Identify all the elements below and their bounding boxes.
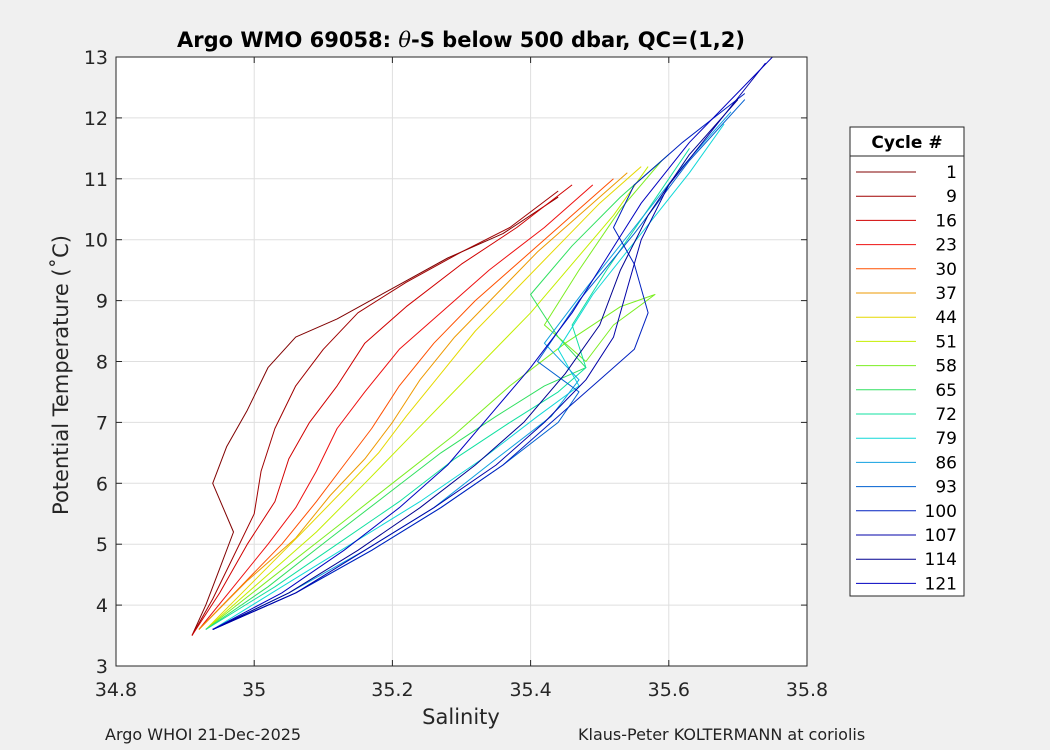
x-tick-label: 35.6 bbox=[648, 679, 690, 701]
legend-label-37: 37 bbox=[935, 284, 957, 304]
x-tick-label: 35.8 bbox=[786, 679, 828, 701]
legend-label-58: 58 bbox=[935, 357, 957, 377]
y-tick-label: 5 bbox=[96, 534, 108, 556]
x-tick-label: 35.2 bbox=[371, 679, 413, 701]
legend-label-79: 79 bbox=[935, 429, 957, 449]
series-line-51 bbox=[205, 166, 649, 630]
y-tick-label: 10 bbox=[84, 230, 108, 252]
series-line-72 bbox=[205, 148, 690, 630]
series-line-44 bbox=[205, 166, 642, 630]
series-line-86 bbox=[212, 111, 732, 630]
legend-label-121: 121 bbox=[925, 574, 957, 594]
ticks: 34.8 35 35.2 35.4 35.6 35.8 3 4 5 6 7 8 9 10 11 12 13 bbox=[84, 47, 828, 701]
y-tick-label: 8 bbox=[96, 352, 108, 374]
series-line-65 bbox=[205, 154, 670, 630]
legend-label-16: 16 bbox=[935, 211, 957, 231]
series-line-23 bbox=[198, 184, 594, 630]
series-line-16 bbox=[191, 184, 573, 636]
legend-label-72: 72 bbox=[935, 405, 957, 425]
y-tick-label: 6 bbox=[96, 473, 108, 495]
series-line-114 bbox=[212, 99, 739, 630]
y-tick-label: 7 bbox=[96, 412, 108, 434]
x-tick-label: 35.4 bbox=[509, 679, 551, 701]
series-line-9 bbox=[191, 190, 559, 636]
series-line-30 bbox=[198, 178, 614, 630]
x-tick-label: 35 bbox=[242, 679, 266, 701]
legend-label-93: 93 bbox=[935, 478, 957, 498]
legend-label-9: 9 bbox=[946, 187, 957, 207]
legend-title: Cycle # bbox=[871, 133, 942, 153]
series-line-1 bbox=[191, 196, 559, 636]
legend-label-100: 100 bbox=[925, 502, 957, 522]
theta-symbol: θ bbox=[398, 28, 411, 52]
legend-label-114: 114 bbox=[925, 550, 957, 570]
y-tick-label: 4 bbox=[96, 595, 108, 617]
legend-label-51: 51 bbox=[935, 332, 957, 352]
series-line-58 bbox=[205, 160, 663, 630]
legend-label-30: 30 bbox=[935, 260, 957, 280]
y-tick-label: 12 bbox=[84, 108, 108, 130]
legend-items: 1 9 16 23 30 37 44 51 58 65 72 79 86 93 100 107 114 121 bbox=[856, 163, 957, 594]
chart-title: Argo WMO 69058: θ-S below 500 dbar, QC=(… bbox=[177, 28, 745, 52]
legend-label-44: 44 bbox=[935, 308, 957, 328]
x-axis-label: Salinity bbox=[422, 705, 500, 729]
series-line-121 bbox=[212, 56, 773, 630]
y-tick-label: 13 bbox=[84, 47, 108, 69]
legend-label-65: 65 bbox=[935, 381, 957, 401]
legend: Cycle # 1 9 16 23 30 37 44 51 58 65 72 79 86 93 100 107… bbox=[849, 126, 965, 597]
y-tick-label: 11 bbox=[84, 169, 108, 191]
x-tick-label: 34.8 bbox=[95, 679, 137, 701]
series-line-100 bbox=[212, 93, 746, 630]
series-line-37 bbox=[198, 172, 628, 630]
legend-label-23: 23 bbox=[935, 236, 957, 256]
footer-right: Klaus-Peter KOLTERMANN at coriolis bbox=[578, 725, 866, 744]
grid bbox=[115, 56, 808, 667]
y-tick-label: 9 bbox=[96, 291, 108, 313]
legend-label-1: 1 bbox=[946, 163, 957, 183]
series-group bbox=[191, 56, 773, 636]
legend-label-86: 86 bbox=[935, 453, 957, 473]
y-axis-label: Potential Temperature (˚C) bbox=[49, 235, 73, 515]
y-tick-label: 3 bbox=[96, 656, 108, 678]
footer-left: Argo WHOI 21-Dec-2025 bbox=[105, 725, 302, 744]
legend-label-107: 107 bbox=[925, 526, 957, 546]
legend-box bbox=[849, 126, 965, 597]
